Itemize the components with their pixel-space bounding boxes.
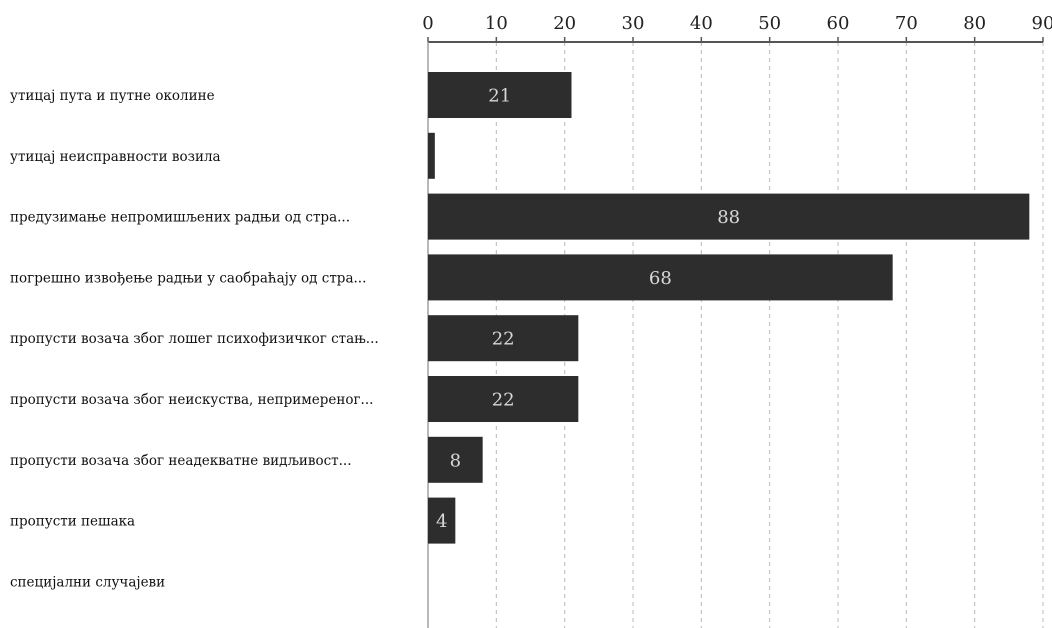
bar-value-label: 88: [717, 207, 740, 228]
category-label: пропусти возача због неадекватне видљиво…: [10, 453, 352, 469]
x-tick-label: 20: [553, 13, 576, 34]
x-tick-label: 30: [622, 13, 645, 34]
bar: [428, 436, 483, 483]
x-tick-label: 0: [422, 13, 433, 34]
x-axis-ticks: 0 10 20 30 40 50 60 70 80 90: [422, 13, 1052, 42]
category-label: специјални случајеви: [10, 574, 165, 590]
bar: [428, 193, 1030, 240]
category-label: пропусти возача због неискуства, неприме…: [10, 392, 373, 408]
x-tick-label: 80: [963, 13, 986, 34]
x-tick-label: 40: [690, 13, 713, 34]
bar-value-label: 68: [649, 268, 672, 289]
grid-lines: [495, 42, 1044, 628]
bar: [428, 132, 435, 179]
category-label: пропусти возача због лошег психофизичког…: [10, 331, 379, 347]
category-label: пропусти пешака: [10, 514, 135, 530]
bar: [428, 497, 456, 544]
category-label: утицај пута и путне околине: [10, 88, 215, 104]
bars: 21 88 68 22 22 8 4: [428, 72, 1030, 544]
x-tick-label: 50: [758, 13, 781, 34]
bar: [428, 376, 579, 422]
bar: [428, 315, 579, 362]
bar-value-label: 22: [492, 329, 515, 350]
x-tick-label: 70: [895, 13, 918, 34]
x-tick-label: 90: [1032, 13, 1052, 34]
x-tick-label: 60: [827, 13, 850, 34]
bar: [428, 254, 893, 301]
category-labels: утицај пута и путне околине утицај неиспр…: [10, 88, 379, 590]
category-label: погрешно извођење радњи у саобраћају од …: [10, 270, 366, 286]
bar: [428, 72, 572, 118]
bar-value-label: 8: [450, 450, 461, 471]
category-label: предузимање непромишљених радњи од стра.…: [10, 210, 350, 226]
bar-value-label: 22: [492, 390, 515, 411]
bar-value-label: 21: [488, 86, 511, 107]
category-label: утицај неисправности возила: [10, 149, 221, 165]
x-tick-label: 10: [485, 13, 508, 34]
bar-value-label: 4: [436, 511, 447, 532]
